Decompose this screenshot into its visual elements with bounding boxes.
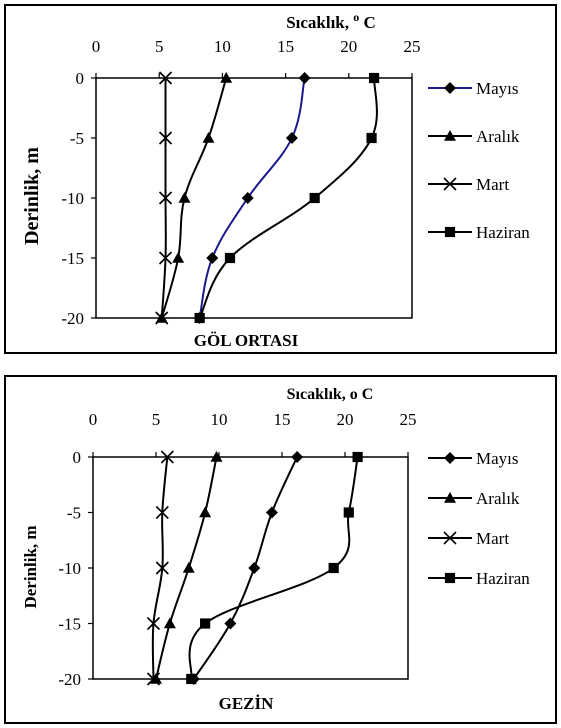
data-point-mart [155, 311, 169, 325]
y-tick-label: -15 [61, 249, 84, 268]
series-line-aralık [160, 77, 228, 319]
x-tick-label: 20 [337, 410, 354, 429]
data-point-haziran [200, 618, 211, 629]
legend-label: Haziran [476, 569, 530, 588]
legend-marker-mart [443, 531, 457, 545]
legend-marker-haziran [444, 572, 456, 584]
data-point-aralık [210, 451, 223, 462]
chart-gezin: 0 5 10 15 20 25 0 -5 -10 -15 -20 Sıcaklık, o C Derin… [21, 386, 530, 713]
x-axis-label-unit: C [359, 13, 376, 32]
legend-label: Aralık [476, 127, 520, 146]
x-axis-label: Sıcaklık, o C [286, 10, 376, 32]
x-axis-label-text: Sıcaklık, [286, 13, 353, 32]
data-point-aralık [199, 506, 212, 518]
data-point-haziran [366, 132, 377, 144]
x-tick-label: 0 [89, 410, 98, 429]
x-tick-label: 25 [400, 410, 417, 429]
data-point-haziran [224, 252, 236, 264]
legend-marker-mayıs [444, 452, 456, 464]
data-point-mayıs [285, 132, 298, 144]
chart-title: GÖL ORTASI [194, 331, 299, 350]
x-tick-label: 20 [340, 37, 357, 56]
y-tick-label: -5 [70, 129, 84, 148]
chart-panel-gol-ortasi: 0 5 10 15 20 25 0 -5 -10 -15 -20 Sıcaklık, o C Derin… [4, 4, 557, 354]
legend-label: Mayıs [476, 449, 519, 468]
data-point-aralık [220, 72, 233, 83]
data-point-aralık [163, 617, 176, 629]
x-tick-label: 5 [152, 410, 161, 429]
y-axis-label: Derinlik, m [21, 525, 40, 608]
data-point-aralık [150, 673, 162, 684]
chart-title: GEZİN [219, 694, 275, 713]
legend-label: Mart [476, 175, 509, 194]
chart-panel-gezin: 0 5 10 15 20 25 0 -5 -10 -15 -20 Sıcaklık, o C Derin… [4, 375, 557, 724]
y-tick-label: -10 [61, 189, 84, 208]
data-point-mart [158, 131, 173, 145]
data-point-mayıs [248, 562, 261, 574]
data-point-mayıs [241, 192, 254, 204]
data-point-aralık [172, 252, 185, 263]
legend-label: Mart [476, 529, 509, 548]
y-tick-label: -5 [67, 504, 81, 523]
legend-marker-aralık [444, 492, 456, 503]
data-point-mayıs [224, 617, 237, 630]
legend-label: Aralık [476, 489, 520, 508]
data-point-mayıs [206, 252, 219, 264]
x-tick-label: 25 [404, 37, 421, 56]
data-point-mart [155, 561, 169, 575]
series-line-mart [151, 456, 169, 680]
data-point-mart [158, 71, 173, 85]
legend-label: Mayıs [476, 79, 519, 98]
y-tick-label: -15 [58, 615, 81, 634]
data-point-haziran [328, 562, 339, 574]
data-point-mart [160, 450, 174, 464]
x-tick-label: 0 [92, 37, 101, 56]
x-tick-label: 15 [274, 410, 291, 429]
legend-marker-haziran [444, 226, 456, 238]
data-point-aralık [202, 132, 215, 143]
x-tick-label: 10 [214, 37, 231, 56]
data-point-haziran [368, 72, 380, 84]
x-axis-label: Sıcaklık, o C [287, 386, 374, 403]
data-point-haziran [343, 507, 354, 518]
series-line-haziran [188, 456, 359, 680]
plot-area [95, 77, 413, 319]
series-line-haziran [198, 77, 378, 319]
legend-marker-aralık [444, 130, 456, 141]
data-point-mayıs [265, 506, 278, 519]
x-tick-label: 5 [155, 37, 164, 56]
data-point-mart [146, 672, 161, 686]
chart-gol-ortasi: 0 5 10 15 20 25 0 -5 -10 -15 -20 Sıcaklık, o C Derin… [21, 10, 530, 350]
y-tick-label: 0 [73, 448, 82, 467]
x-tick-label: 15 [277, 37, 294, 56]
data-point-aralık [178, 192, 191, 203]
data-point-mart [158, 251, 173, 265]
data-point-mart [155, 505, 169, 520]
data-point-mayıs [291, 451, 304, 463]
data-point-haziran [352, 451, 363, 463]
data-point-haziran [194, 312, 205, 324]
y-tick-label: -10 [58, 559, 81, 578]
y-tick-label: 0 [76, 69, 85, 88]
data-point-haziran [309, 192, 320, 204]
data-point-mart [158, 191, 173, 205]
data-point-haziran [186, 673, 197, 685]
legend-marker-mart [443, 177, 457, 191]
legend-label: Haziran [476, 223, 530, 242]
x-tick-label: 10 [211, 410, 228, 429]
data-point-mayıs [298, 72, 311, 84]
legend-marker-mayıs [444, 82, 456, 94]
y-axis-label: Derinlik, m [21, 147, 43, 245]
data-point-aralık [182, 562, 195, 573]
y-tick-label: -20 [61, 309, 84, 328]
data-point-mart [146, 616, 161, 631]
y-tick-label: -20 [58, 670, 81, 689]
x-axis-label-sup: o [353, 10, 359, 24]
